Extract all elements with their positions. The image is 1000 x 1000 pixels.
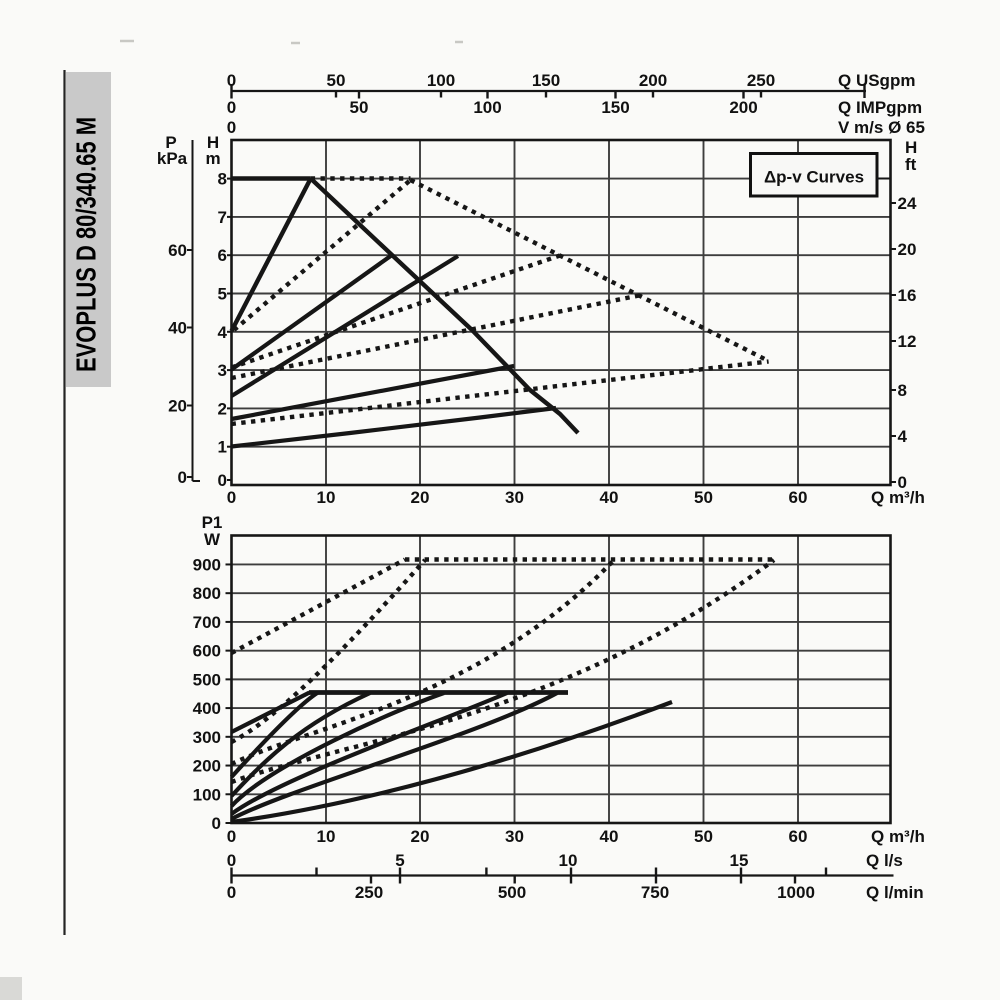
svg-text:12: 12 <box>898 332 917 351</box>
svg-text:Q m³/h: Q m³/h <box>871 488 925 507</box>
svg-text:2: 2 <box>218 399 227 418</box>
svg-text:kPa: kPa <box>157 149 188 168</box>
svg-text:100: 100 <box>427 71 455 90</box>
svg-text:500: 500 <box>193 670 221 689</box>
svg-text:50: 50 <box>350 98 369 117</box>
svg-text:30: 30 <box>505 488 524 507</box>
svg-text:250: 250 <box>355 883 383 902</box>
svg-text:5: 5 <box>395 851 404 870</box>
svg-text:750: 750 <box>641 883 669 902</box>
svg-text:20: 20 <box>411 488 430 507</box>
svg-text:0: 0 <box>227 851 236 870</box>
svg-text:0: 0 <box>898 473 907 492</box>
svg-text:16: 16 <box>898 286 917 305</box>
svg-text:3: 3 <box>218 361 227 380</box>
svg-text:P1: P1 <box>202 513 223 532</box>
svg-text:m: m <box>205 149 220 168</box>
svg-text:400: 400 <box>193 699 221 718</box>
svg-text:0: 0 <box>212 814 221 833</box>
svg-text:50: 50 <box>694 488 713 507</box>
svg-text:0: 0 <box>227 827 236 846</box>
svg-text:200: 200 <box>639 71 667 90</box>
svg-text:EVOPLUS D 80/340.65 M: EVOPLUS D 80/340.65 M <box>71 117 102 372</box>
svg-text:800: 800 <box>193 584 221 603</box>
svg-text:0: 0 <box>227 488 236 507</box>
svg-text:600: 600 <box>193 642 221 661</box>
svg-text:Q IMPgpm: Q IMPgpm <box>838 98 922 117</box>
svg-text:1: 1 <box>218 438 227 457</box>
svg-text:0: 0 <box>178 468 187 487</box>
svg-text:150: 150 <box>532 71 560 90</box>
svg-text:Q l/min: Q l/min <box>866 883 924 902</box>
svg-text:20: 20 <box>168 397 187 416</box>
svg-text:24: 24 <box>898 194 917 213</box>
svg-text:50: 50 <box>694 827 713 846</box>
svg-text:60: 60 <box>168 241 187 260</box>
svg-text:0: 0 <box>227 98 236 117</box>
svg-text:Δp-v Curves: Δp-v Curves <box>764 168 864 187</box>
svg-text:8: 8 <box>898 381 907 400</box>
svg-text:40: 40 <box>600 488 619 507</box>
svg-text:20: 20 <box>411 827 430 846</box>
svg-text:10: 10 <box>559 851 578 870</box>
svg-text:15: 15 <box>730 851 749 870</box>
svg-text:0: 0 <box>218 471 227 490</box>
svg-text:W: W <box>204 530 221 549</box>
svg-text:Q l/s: Q l/s <box>866 851 903 870</box>
svg-text:300: 300 <box>193 728 221 747</box>
svg-text:60: 60 <box>789 488 808 507</box>
svg-text:700: 700 <box>193 613 221 632</box>
svg-text:5: 5 <box>218 285 227 304</box>
svg-text:Q USgpm: Q USgpm <box>838 71 915 90</box>
svg-text:100: 100 <box>193 785 221 804</box>
svg-text:30: 30 <box>505 827 524 846</box>
svg-text:60: 60 <box>789 827 808 846</box>
svg-text:10: 10 <box>317 488 336 507</box>
svg-text:40: 40 <box>600 827 619 846</box>
svg-text:1000: 1000 <box>777 883 815 902</box>
svg-text:900: 900 <box>193 555 221 574</box>
svg-text:V m/s Ø 65: V m/s Ø 65 <box>838 118 925 137</box>
svg-text:20: 20 <box>898 240 917 259</box>
svg-text:0: 0 <box>227 118 236 137</box>
svg-text:ft: ft <box>905 155 917 174</box>
svg-text:0: 0 <box>227 883 236 902</box>
svg-text:8: 8 <box>218 170 227 189</box>
svg-text:P: P <box>165 133 176 152</box>
svg-text:6: 6 <box>218 246 227 265</box>
svg-text:200: 200 <box>193 757 221 776</box>
svg-text:10: 10 <box>317 827 336 846</box>
svg-text:H: H <box>905 138 917 157</box>
svg-text:500: 500 <box>498 883 526 902</box>
svg-text:Q m³/h: Q m³/h <box>871 827 925 846</box>
svg-text:4: 4 <box>218 323 228 342</box>
svg-text:7: 7 <box>218 208 227 227</box>
svg-text:4: 4 <box>898 427 908 446</box>
svg-text:H: H <box>207 133 219 152</box>
svg-text:200: 200 <box>729 98 757 117</box>
svg-text:0: 0 <box>227 71 236 90</box>
svg-text:40: 40 <box>168 319 187 338</box>
svg-text:50: 50 <box>327 71 346 90</box>
svg-text:250: 250 <box>747 71 775 90</box>
svg-text:150: 150 <box>601 98 629 117</box>
svg-text:100: 100 <box>473 98 501 117</box>
